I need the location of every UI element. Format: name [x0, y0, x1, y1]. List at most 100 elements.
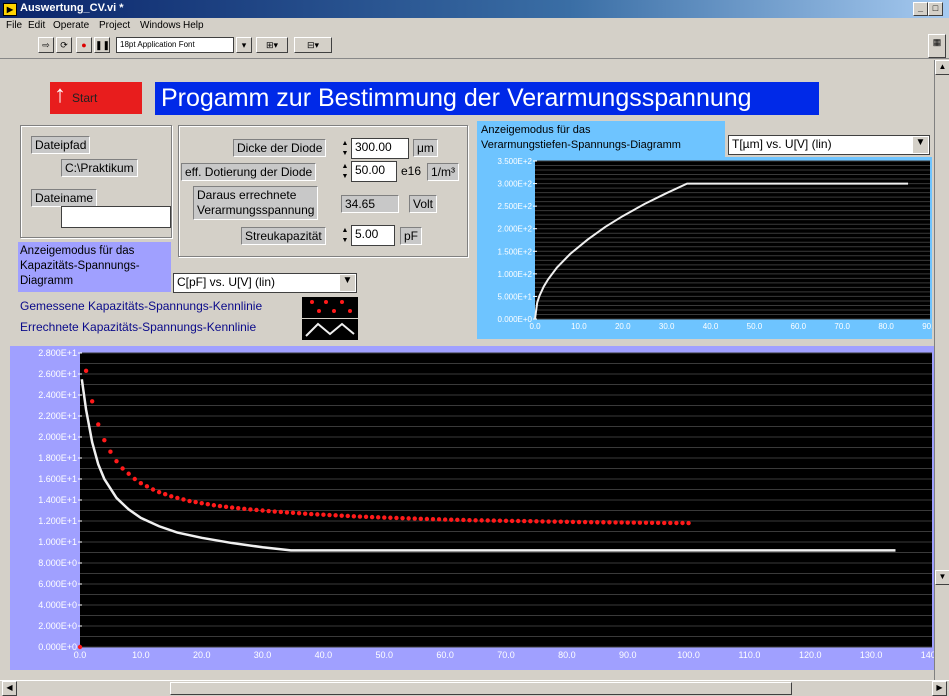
- mode-top-selected: T[µm] vs. U[V] (lin): [732, 137, 832, 151]
- distribute-objects-icon[interactable]: ⊟▾: [294, 37, 332, 53]
- verarmung-value: 34.65: [341, 195, 399, 213]
- x-tick-label: 0.0: [74, 650, 87, 660]
- x-tick-label: 20.0: [193, 650, 211, 660]
- scroll-thumb[interactable]: [170, 682, 792, 695]
- measured-point: [515, 518, 521, 524]
- measured-point: [442, 517, 448, 522]
- legend-computed-swatch[interactable]: [302, 319, 358, 340]
- file-path-label: Dateipfad: [31, 136, 91, 154]
- measured-point: [668, 520, 673, 526]
- scroll-right-icon[interactable]: ▶: [932, 681, 947, 696]
- mode-bottom-label: Anzeigemodus für das Kapazitäts-Spannung…: [18, 242, 171, 292]
- start-button[interactable]: ↑ Start: [50, 81, 142, 114]
- measured-point: [491, 518, 497, 523]
- measured-point: [479, 518, 484, 523]
- measured-point: [546, 519, 551, 524]
- legend-measured-swatch[interactable]: [302, 297, 358, 318]
- measured-point: [132, 476, 137, 482]
- font-dropdown-icon[interactable]: ▾: [236, 37, 252, 53]
- menu-help[interactable]: Help: [183, 20, 204, 31]
- measured-point: [351, 514, 357, 519]
- run-continuously-icon[interactable]: ⟳: [56, 37, 72, 53]
- x-tick-label: 10.0: [571, 322, 587, 331]
- file-name-input[interactable]: [61, 206, 171, 228]
- measured-point: [260, 508, 265, 513]
- measured-point: [564, 519, 570, 525]
- measured-point: [552, 519, 557, 524]
- measured-point: [436, 517, 442, 522]
- scroll-down-icon[interactable]: ▼: [935, 570, 949, 585]
- x-tick-label: 40.0: [315, 650, 333, 660]
- measured-point: [382, 515, 387, 520]
- measured-point: [278, 509, 284, 515]
- measured-point: [290, 510, 296, 516]
- measured-point: [449, 517, 454, 522]
- measured-point: [357, 514, 363, 519]
- x-tick-label: 140.0: [921, 650, 934, 660]
- x-tick-label: 50.0: [747, 322, 763, 331]
- dotierung-input[interactable]: 50.00: [351, 161, 397, 182]
- y-tick-label: 2.500E+2: [498, 202, 533, 211]
- menu-windows[interactable]: Windows: [140, 20, 181, 31]
- file-path-value: C:\Praktikum: [61, 159, 138, 177]
- measured-point: [540, 519, 545, 524]
- measured-point: [199, 500, 204, 506]
- maximize-button[interactable]: □: [928, 2, 943, 16]
- measured-point: [400, 515, 405, 521]
- measured-point: [315, 512, 320, 517]
- minimize-button[interactable]: _: [913, 2, 928, 16]
- measured-point: [595, 520, 600, 525]
- streu-spinner-icon[interactable]: ▲ ▼: [341, 227, 349, 244]
- measured-point: [114, 458, 119, 464]
- measured-point: [217, 503, 223, 509]
- menu-bar: File Edit Operate Project Windows Help: [0, 18, 949, 34]
- measured-point: [613, 520, 618, 525]
- font-select[interactable]: 18pt Application Font: [116, 37, 234, 53]
- measured-point: [473, 518, 478, 523]
- menu-operate[interactable]: Operate: [53, 20, 90, 31]
- chart-top-series: [534, 182, 909, 320]
- mode-bottom-dropdown[interactable]: C[pF] vs. U[V] (lin) ▼: [173, 273, 357, 293]
- run-arrow-icon[interactable]: ⇨: [38, 37, 54, 53]
- streu-unit: pF: [400, 227, 423, 245]
- y-tick-label: 8.000E+0: [38, 558, 77, 568]
- start-label: Start: [72, 91, 98, 105]
- measured-point: [296, 511, 302, 516]
- measured-point: [418, 516, 423, 521]
- chevron-down-icon[interactable]: ▼: [913, 137, 928, 153]
- dicke-input[interactable]: 300.00: [351, 138, 409, 159]
- measured-point: [327, 512, 332, 518]
- vertical-scrollbar[interactable]: ▲ ▼: [934, 60, 949, 680]
- mode-top-dropdown[interactable]: T[µm] vs. U[V] (lin) ▼: [728, 135, 930, 155]
- dotierung-spinner-icon[interactable]: ▲ ▼: [341, 163, 349, 180]
- measured-point: [558, 519, 563, 524]
- menu-file[interactable]: File: [6, 20, 23, 31]
- x-tick-label: 90.0: [922, 322, 932, 331]
- scroll-left-icon[interactable]: ◀: [2, 681, 17, 696]
- measured-point: [388, 515, 393, 520]
- y-tick-label: 3.000E+2: [498, 180, 533, 189]
- measured-point: [175, 495, 180, 501]
- measured-point: [662, 520, 667, 526]
- align-objects-icon[interactable]: ⊞▾: [256, 37, 288, 53]
- menu-edit[interactable]: Edit: [28, 20, 46, 31]
- x-tick-label: 100.0: [677, 650, 700, 660]
- chevron-down-icon[interactable]: ▼: [340, 275, 355, 291]
- pause-icon[interactable]: ❚❚: [94, 37, 110, 53]
- dicke-spinner-icon[interactable]: ▲ ▼: [341, 140, 349, 157]
- measured-point: [181, 497, 186, 502]
- menu-project[interactable]: Project: [99, 20, 131, 31]
- x-tick-label: 50.0: [376, 650, 394, 660]
- measured-point: [637, 520, 643, 525]
- measured-point: [376, 515, 381, 520]
- streu-input[interactable]: 5.00: [351, 225, 395, 246]
- measured-point: [406, 516, 411, 521]
- y-tick-label: 2.200E+1: [38, 411, 77, 421]
- dicke-label: Dicke der Diode: [233, 139, 327, 157]
- scroll-up-icon[interactable]: ▲: [935, 60, 949, 75]
- measured-point: [108, 449, 113, 454]
- abort-icon[interactable]: ●: [76, 37, 92, 53]
- horizontal-scrollbar[interactable]: ◀ ▶: [0, 680, 949, 696]
- measured-point: [169, 494, 174, 499]
- measured-point: [223, 504, 229, 510]
